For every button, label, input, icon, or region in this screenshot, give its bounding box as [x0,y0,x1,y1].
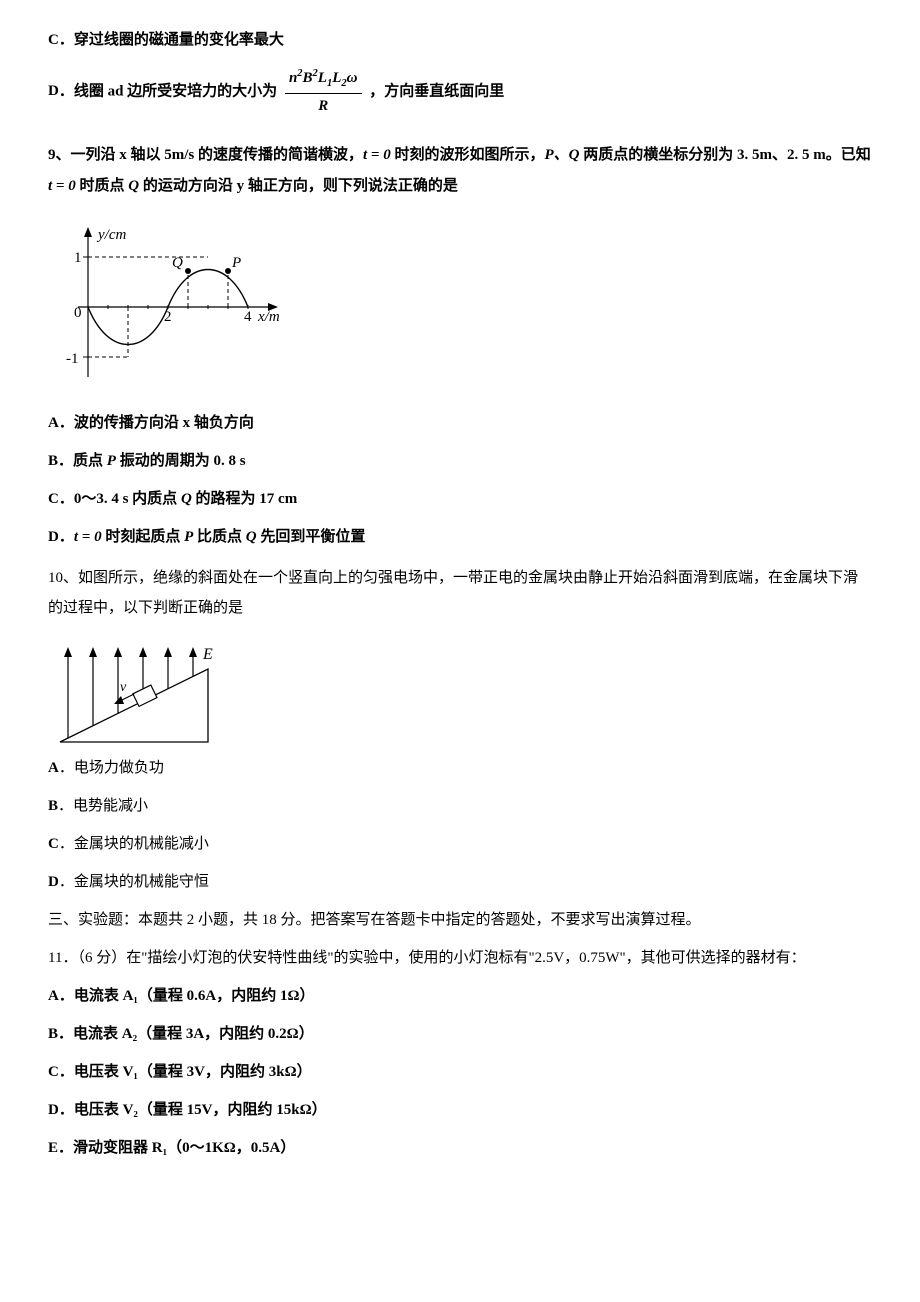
p-label: P [184,529,193,545]
q9-option-b: B．质点 P 振动的周期为 0. 8 s [48,449,872,473]
q10-stem: 10、如图所示，绝缘的斜面处在一个竖直向上的匀强电场中，一带正电的金属块由静止开… [48,563,872,623]
stem-text: 时刻的波形如图所示， [391,147,545,163]
q-label: Q [181,491,192,507]
math-t0: t = 0 [74,529,102,545]
option-label: D [48,79,59,103]
q11-option-d: D．电压表 V₂（量程 15V，内阻约 15kΩ） [48,1098,872,1122]
v-label: v [120,680,127,695]
q10-option-c: C．金属块的机械能减小 [48,832,872,856]
stem-text: 时质点 [76,178,129,194]
y-tick-m1: -1 [66,351,79,367]
math-t0: t = 0 [363,147,391,163]
option-label: C [48,487,59,511]
q10-option-a: A．电场力做负功 [48,756,872,780]
option-text: ．质点 [58,453,107,469]
option-text: ．波的传播方向沿 x 轴负方向 [59,415,254,431]
q10-option-b: B．电势能减小 [48,794,872,818]
option-label: B [48,794,58,818]
option-text: 时刻起质点 [102,529,185,545]
stem-text: 11．（6 分）在"描绘小灯泡的伏安特性曲线"的实验中，使用的小灯泡标有"2.5… [48,950,806,966]
option-label: C [48,28,59,52]
x-tick-2: 2 [164,309,172,325]
q11-option-a: A．电流表 A₁（量程 0.6A，内阻约 1Ω） [48,984,872,1008]
p-label: P [107,453,116,469]
q11-option-c: C．电压表 V₁（量程 3V，内阻约 3kΩ） [48,1060,872,1084]
q9-stem: 9、一列沿 x 轴以 5m/s 的速度传播的简谐横波，t = 0 时刻的波形如图… [48,140,872,203]
option-label: A [48,984,59,1008]
q10-incline-figure: v E [48,637,872,752]
stem-text: 两质点的横坐标分别为 3. 5m、2. 5 m。已知 [580,147,871,163]
option-text: ．电流表 A₁（量程 0.6A，内阻约 1Ω） [59,988,315,1004]
option-label: D [48,870,59,894]
pq-label: P、Q [545,147,580,163]
option-text: ．电压表 V₁（量程 3V，内阻约 3kΩ） [59,1064,312,1080]
incline-svg: v E [48,637,248,752]
heading-text: 三、实验题：本题共 2 小题，共 18 分。把答案写在答题卡中指定的答题处，不要… [48,912,701,928]
option-text: 先回到平衡位置 [257,529,366,545]
stem-text: 的运动方向沿 y 轴正方向，则下列说法正确的是 [139,178,458,194]
q9-option-c: C．0～3. 4 s 内质点 Q 的路程为 17 cm [48,487,872,511]
option-label: D [48,525,59,549]
stem-text: 9、一列沿 x 轴以 5m/s 的速度传播的简谐横波， [48,147,363,163]
q-label: Q [128,178,139,194]
option-text: ． [59,529,74,545]
y-tick-0: 0 [74,305,82,321]
option-label: C [48,1060,59,1084]
option-text: 振动的周期为 0. 8 s [116,453,246,469]
option-label: D [48,1098,59,1122]
option-text-prefix: ．线圈 ad 边所受安培力的大小为 [59,83,277,99]
option-text: ．0～3. 4 s 内质点 [59,491,181,507]
option-text: ．电场力做负功 [59,760,164,776]
q9-option-a: A．波的传播方向沿 x 轴负方向 [48,411,872,435]
q10-option-d: D．金属块的机械能守恒 [48,870,872,894]
y-tick-1: 1 [74,250,82,266]
q9-option-d: D．t = 0 时刻起质点 P 比质点 Q 先回到平衡位置 [48,525,872,549]
stem-text: 10、如图所示，绝缘的斜面处在一个竖直向上的匀强电场中，一带正电的金属块由静止开… [48,570,858,616]
option-text: ．金属块的机械能守恒 [59,874,209,890]
option-text: 比质点 [193,529,246,545]
option-label: B [48,449,58,473]
chart-p-label: P [231,255,241,271]
fraction-num: n2B2L1L2ω [285,66,362,94]
e-label: E [202,646,213,663]
option-text: ．金属块的机械能减小 [59,836,209,852]
fraction-den: R [285,94,362,118]
option-label: E [48,1136,58,1160]
option-label: B [48,1022,58,1046]
q-label: Q [246,529,257,545]
option-text: ．电势能减小 [58,798,148,814]
option-label: A [48,756,59,780]
math-t0: t = 0 [48,178,76,194]
option-label: A [48,411,59,435]
q11-option-e: E．滑动变阻器 R₁（0～1KΩ，0.5A） [48,1136,872,1160]
section3-heading: 三、实验题：本题共 2 小题，共 18 分。把答案写在答题卡中指定的答题处，不要… [48,908,872,932]
option-text: ．电压表 V₂（量程 15V，内阻约 15kΩ） [59,1102,327,1118]
option-text-suffix: ，方向垂直纸面向里 [369,83,504,99]
option-text: ．电流表 A₂（量程 3A，内阻约 0.2Ω） [58,1026,314,1042]
q11-option-b: B．电流表 A₂（量程 3A，内阻约 0.2Ω） [48,1022,872,1046]
q8-option-c: C．穿过线圈的磁通量的变化率最大 [48,28,872,52]
x-tick-4: 4 [244,309,252,325]
wave-svg: y/cm x/m 1 0 -1 2 4 Q P [48,217,288,397]
y-axis-label: y/cm [96,227,126,243]
q8-option-d: D．线圈 ad 边所受安培力的大小为 n2B2L1L2ω R ，方向垂直纸面向里 [48,66,872,118]
chart-q-label: Q [172,255,183,271]
option-label: C [48,832,59,856]
option-text: ．穿过线圈的磁通量的变化率最大 [59,32,284,48]
option-text: 的路程为 17 cm [192,491,297,507]
q9-wave-chart: y/cm x/m 1 0 -1 2 4 Q P [48,217,872,397]
q11-stem: 11．（6 分）在"描绘小灯泡的伏安特性曲线"的实验中，使用的小灯泡标有"2.5… [48,946,872,970]
formula-fraction: n2B2L1L2ω R [285,66,362,118]
x-axis-label: x/m [257,309,280,325]
option-text: ．滑动变阻器 R₁（0～1KΩ，0.5A） [58,1140,295,1156]
